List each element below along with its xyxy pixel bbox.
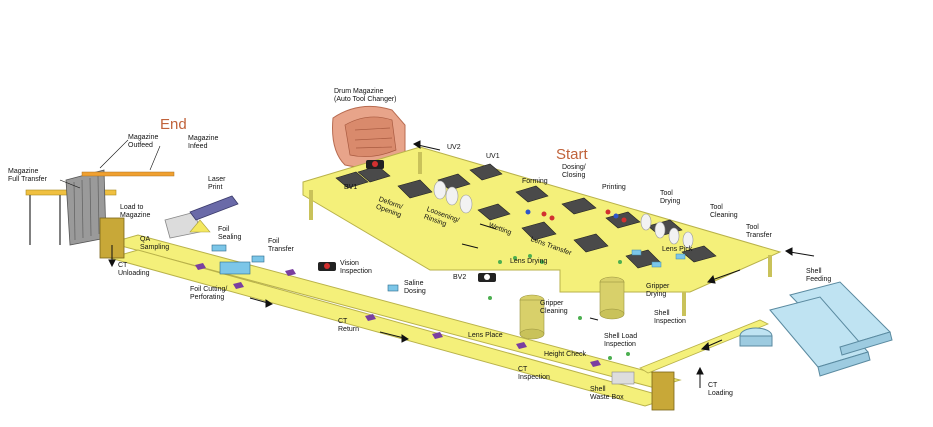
label-shell-feeding: Shell Feeding	[806, 268, 832, 283]
flow-arrows	[108, 140, 815, 388]
label-saline-dosing: Saline Dosing	[404, 280, 426, 295]
label-magazine-full-transfer: Magazine Full Transfer	[8, 168, 47, 183]
label-vision-inspection: Vision Inspection	[340, 260, 372, 275]
label-laser-print: Laser Print	[208, 176, 226, 191]
label-gripper-cleaning: Gripper Cleaning	[540, 300, 568, 315]
label-foil-sealing: Foil Sealing	[218, 226, 242, 241]
label-lens-place: Lens Place	[468, 332, 503, 339]
label-forming: Forming	[522, 178, 548, 185]
label-tool-cleaning: Tool Cleaning	[710, 204, 738, 219]
shell-feeding-hoppers	[739, 281, 893, 377]
label-ct-loading: CT Loading	[708, 382, 733, 397]
label-printing: Printing	[602, 184, 626, 191]
end-title: End	[160, 116, 187, 133]
label-shell-load-inspection: Shell Load Inspection	[604, 333, 638, 348]
magazine-area	[25, 169, 211, 259]
label-load-to-magazine: Load to Magazine	[120, 204, 151, 219]
label-tool-transfer: Tool Transfer	[746, 224, 772, 239]
label-gripper-drying: Gripper Drying	[646, 283, 670, 298]
green-sensors	[488, 254, 630, 360]
leader-lines	[59, 139, 161, 189]
label-uv2: UV2	[447, 144, 461, 151]
label-uv1: UV1	[486, 153, 500, 160]
label-bv2: BV2	[453, 274, 467, 281]
label-drum-magazine: Drum Magazine (Auto Tool Changer)	[334, 88, 397, 103]
label-lens-pick: Lens Pick	[662, 246, 693, 253]
label-height-check: Height Check	[544, 351, 587, 358]
label-magazine-outfeed: Magazine Outfeed	[128, 134, 159, 149]
label-ct-inspection: CT Inspection	[518, 366, 550, 381]
drum-magazine	[332, 105, 406, 169]
label-ct-return: CT Return	[338, 318, 360, 333]
label-lens-drying: Lens Drying	[510, 258, 548, 265]
label-magazine-infeed: Magazine Infeed	[188, 135, 219, 150]
label-bv1: BV1	[344, 184, 358, 191]
label-shell-inspection: Shell Inspection	[654, 310, 686, 325]
foil-units	[211, 244, 399, 292]
ct-loading-frame	[611, 371, 675, 411]
label-ct-unloading: CT Unloading	[118, 262, 150, 277]
dosing-markers	[525, 209, 627, 223]
label-dosing-closing: Dosing/ Closing	[562, 164, 586, 179]
laser-print-unit	[189, 195, 239, 221]
lens-markers	[631, 249, 686, 268]
camera-icons	[318, 160, 496, 282]
label-qa-sampling: QA Sampling	[140, 236, 170, 251]
tool-heads	[433, 180, 694, 249]
start-title: Start	[556, 146, 588, 163]
label-foil-cutting: Foil Cutting/ Perforating	[190, 286, 228, 301]
label-foil-transfer: Foil Transfer	[268, 238, 294, 253]
label-tool-drying: Tool Drying	[660, 190, 681, 205]
label-shell-waste-box: Shell Waste Box	[590, 386, 624, 401]
